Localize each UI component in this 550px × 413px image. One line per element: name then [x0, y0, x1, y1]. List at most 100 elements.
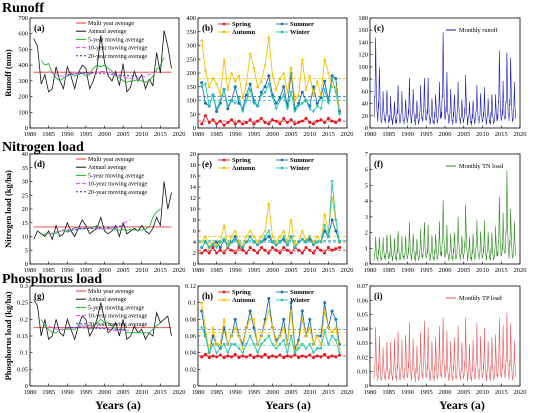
winter-line [201, 78, 340, 115]
x-tick-label: 1995 [420, 131, 433, 138]
legend-label: Multi year average [88, 289, 134, 295]
y-tick-label: 600 [18, 31, 28, 38]
y-axis-label: Runoff (mm) [3, 49, 13, 97]
legend-label: Spring [232, 21, 252, 28]
autumn-point [330, 330, 334, 334]
winter-point [222, 238, 226, 242]
summer-point [330, 218, 334, 222]
autumn-point [237, 334, 241, 338]
x-tick-label: 1985 [210, 131, 223, 138]
summer-point [200, 81, 204, 85]
x-tick-label: 2020 [341, 131, 354, 138]
spring-point [311, 356, 315, 360]
y-tick-label: 6 [193, 228, 196, 235]
autumn-point [274, 240, 278, 244]
x-tick-label: 2010 [303, 389, 316, 396]
spring-point [218, 119, 222, 123]
y-tick-label: 20 [190, 151, 196, 158]
x-tick-label: 1985 [210, 389, 223, 396]
summer-point [334, 317, 338, 321]
spring-point [203, 248, 207, 252]
autumn-point [311, 342, 316, 346]
x-tick-label: 2000 [266, 389, 279, 396]
autumn-point [289, 309, 293, 313]
autumn-point [215, 82, 219, 86]
spring-point [237, 356, 241, 360]
spring-point [271, 354, 274, 358]
x-tick-label: 1980 [192, 131, 205, 138]
autumn-point [323, 309, 327, 313]
x-tick-label: 1990 [61, 131, 74, 138]
winter-point [211, 93, 215, 97]
legend-label: Multi year average [88, 21, 134, 27]
x-axis-label-right: Years (a) [439, 398, 485, 412]
autumn-point [218, 342, 222, 346]
panel-label: (e) [202, 159, 212, 169]
winter-point [293, 246, 297, 250]
autumn-point [289, 218, 293, 222]
spring-point [274, 355, 278, 359]
summer-point [330, 74, 334, 78]
spring-point [244, 121, 248, 124]
legend-label: Monthly TP load [459, 295, 503, 302]
summer-point [267, 74, 271, 78]
spring-point [274, 248, 278, 252]
autumn-point [203, 234, 208, 238]
spring-point [226, 121, 230, 124]
winter-line [201, 327, 340, 355]
panel-a: 1980 1985 1990 1995 2000 2005 2010 2015 2020 0 100… [3, 15, 185, 138]
spring-point [304, 355, 308, 359]
legend-marker [222, 298, 226, 302]
winter-point [330, 77, 334, 81]
autumn-point [218, 93, 222, 97]
autumn-point [203, 325, 208, 329]
legend-label: Spring [232, 289, 252, 296]
x-tick-label: 1980 [24, 131, 37, 138]
autumn-point [215, 242, 219, 246]
y-tick-label: 400 [186, 15, 196, 22]
autumn-point [222, 223, 226, 227]
autumn-point [282, 71, 286, 75]
summer-point [297, 101, 301, 105]
y-tick-label: 0 [365, 261, 368, 268]
spring-point [282, 116, 286, 120]
x-tick-label: 2015 [495, 131, 508, 138]
panel-f: 1980 1985 1990 1995 2000 2005 2010 2015 2020 0 1 2 3… [364, 151, 527, 274]
x-tick-label: 2005 [285, 389, 298, 396]
x-tick-label: 2015 [154, 131, 167, 138]
y-tick-label: 120 [358, 52, 368, 59]
x-tick-label: 2010 [135, 267, 148, 274]
winter-point [244, 343, 249, 347]
winter-point [330, 334, 334, 338]
winter-point [315, 104, 319, 108]
y-tick-label: 0 [365, 383, 368, 390]
winter-point [274, 347, 278, 351]
autumn-point [226, 87, 230, 91]
ma10-line [48, 70, 157, 79]
y-tick-label: 0.08 [185, 316, 196, 323]
autumn-point [270, 73, 275, 77]
summer-point [215, 110, 219, 113]
spring-point [293, 122, 297, 126]
y-tick-label: 35 [22, 165, 28, 172]
monthly_tn-line [373, 170, 517, 262]
summer-point [315, 101, 319, 105]
panel-label: (d) [34, 159, 45, 169]
legend-label: Summer [290, 157, 314, 164]
spring-point [326, 246, 330, 249]
legend-label: Winter [290, 297, 310, 304]
y-tick-label: 200 [186, 70, 196, 77]
autumn-point [241, 242, 245, 246]
winter-point [215, 246, 219, 250]
winter-point [215, 107, 219, 111]
winter-point [233, 343, 237, 347]
winter-point [311, 351, 316, 355]
autumn-point [326, 71, 330, 75]
winter-point [337, 240, 342, 244]
spring-point [334, 121, 338, 124]
spring-point [285, 354, 289, 358]
x-tick-label: 2010 [303, 267, 316, 274]
winter-point [207, 351, 211, 355]
spring-point [267, 356, 271, 360]
spring-point [222, 123, 226, 127]
